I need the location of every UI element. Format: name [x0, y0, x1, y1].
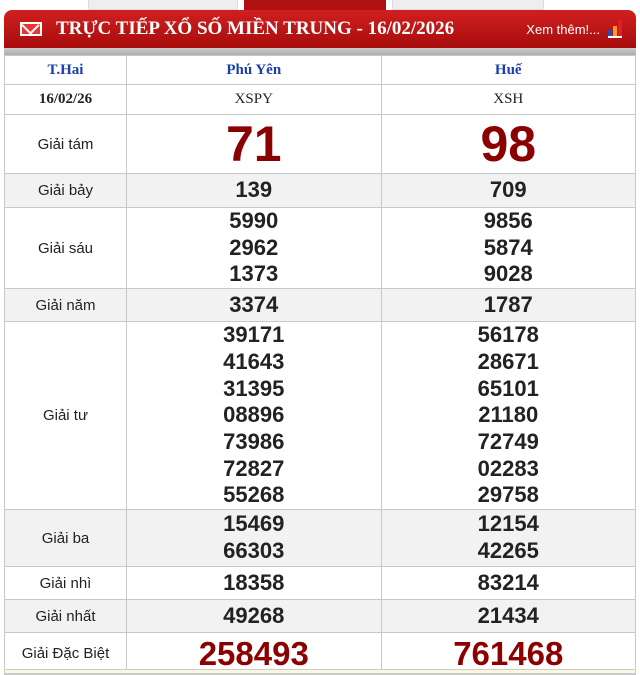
prize-label: Giải tư [4, 321, 127, 511]
prize-cell: 39171 41643 31395 08896 73986 72827 55268 [126, 321, 382, 511]
prize-cell: 18358 [126, 566, 382, 601]
prize-row: Giải Đặc Biệt 258493 761468 [4, 632, 636, 675]
prize-label: Giải tám [4, 114, 127, 174]
prize-number: 66303 [223, 538, 285, 564]
prize-row: Giải tám 71 98 [4, 114, 636, 174]
prize-number: 98 [480, 116, 537, 172]
header-strip [4, 48, 636, 56]
province-row: T.Hai Phú Yên Huế [4, 55, 636, 85]
prize-number: 02283 [477, 455, 539, 481]
prize-cell: 49268 [126, 599, 382, 634]
prize-cell: 709 [380, 173, 636, 208]
prize-row: Giải tư 39171 41643 31395 08896 73986 72827 552… [4, 321, 636, 511]
prize-number: 49268 [223, 602, 285, 628]
prize-row: Giải năm 3374 1787 [4, 288, 636, 323]
prize-number: 12154 [477, 511, 539, 537]
nav-tab[interactable] [392, 0, 544, 10]
prize-cell: 56178 28671 65101 21180 72749 02283 29758 [380, 321, 636, 511]
prize-number: 761468 [453, 634, 564, 672]
province-name[interactable]: Huế [380, 55, 636, 85]
mail-icon [20, 22, 42, 36]
prize-number: 709 [489, 177, 527, 203]
prize-number: 08896 [223, 402, 285, 428]
prize-label: Giải nhì [4, 566, 127, 601]
prize-number: 28671 [477, 348, 539, 374]
prize-label: Giải nhất [4, 599, 127, 634]
prize-cell: 83214 [380, 566, 636, 601]
prize-number: 73986 [223, 428, 285, 454]
prize-number: 2962 [229, 234, 279, 260]
results-header: TRỰC TIẾP XỔ SỐ MIỀN TRUNG - 16/02/2026 … [4, 10, 636, 48]
prize-number: 3374 [229, 291, 279, 317]
nav-tab[interactable] [88, 0, 238, 10]
prize-cell: 71 [126, 114, 382, 174]
prize-number: 1373 [229, 261, 279, 287]
prize-cell: 15469 66303 [126, 509, 382, 568]
prize-number: 41643 [223, 348, 285, 374]
prize-cell: 761468 [380, 632, 636, 675]
prize-number: 5874 [483, 234, 533, 260]
prize-number: 65101 [477, 375, 539, 401]
prize-number: 72749 [477, 428, 539, 454]
prize-number: 139 [235, 177, 273, 203]
prize-number: 21180 [478, 402, 539, 428]
prize-cell: 5990 2962 1373 [126, 206, 382, 290]
prize-cell: 3374 [126, 288, 382, 323]
prize-number: 71 [225, 116, 282, 172]
prize-cell: 1787 [380, 288, 636, 323]
prize-number: 83214 [477, 569, 539, 595]
prize-number: 18358 [223, 569, 285, 595]
prize-label: Giải bảy [4, 173, 127, 208]
prize-label: Giải Đặc Biệt [4, 632, 127, 675]
prize-row: Giải nhất 49268 21434 [4, 599, 636, 634]
prize-cell: 258493 [126, 632, 382, 675]
prize-number: 9028 [483, 261, 533, 287]
table-footer [4, 669, 636, 674]
results-table: T.Hai Phú Yên Huế 16/02/26 XSPY XSH Giải… [4, 55, 636, 675]
province-code: XSH [380, 84, 636, 115]
province-name[interactable]: Phú Yên [126, 55, 382, 85]
prize-number: 31395 [223, 375, 285, 401]
prize-cell: 139 [126, 173, 382, 208]
prize-number: 21434 [477, 602, 539, 628]
prize-number: 5990 [229, 208, 279, 233]
prize-number: 15469 [223, 511, 285, 537]
prize-label: Giải sáu [4, 206, 127, 290]
nav-tab-active[interactable] [244, 0, 386, 10]
province-code: XSPY [126, 84, 382, 115]
prize-cell: 9856 5874 9028 [380, 206, 636, 290]
prize-label: Giải năm [4, 288, 127, 323]
prize-row: Giải nhì 18358 83214 [4, 566, 636, 601]
prize-cell: 98 [380, 114, 636, 174]
prize-number: 1787 [483, 291, 533, 317]
date-label: 16/02/26 [4, 84, 127, 115]
prize-label: Giải ba [4, 509, 127, 568]
prize-number: 55268 [223, 482, 285, 508]
prize-number: 9856 [483, 208, 533, 233]
prize-number: 258493 [198, 634, 309, 672]
code-row: 16/02/26 XSPY XSH [4, 84, 636, 115]
bar-chart-icon[interactable] [608, 20, 622, 38]
prize-number: 56178 [477, 322, 539, 348]
header-title: TRỰC TIẾP XỔ SỐ MIỀN TRUNG - 16/02/2026 [56, 18, 455, 39]
prize-number: 39171 [223, 322, 285, 348]
day-label: T.Hai [4, 55, 127, 85]
prize-row: Giải bảy 139 709 [4, 173, 636, 208]
prize-number: 72827 [223, 455, 285, 481]
prize-number: 42265 [477, 538, 539, 564]
see-more-link[interactable]: Xem thêm!... [526, 21, 600, 37]
prize-cell: 21434 [380, 599, 636, 634]
prize-row: Giải sáu 5990 2962 1373 9856 5874 9028 [4, 206, 636, 290]
prize-cell: 12154 42265 [380, 509, 636, 568]
prize-number: 29758 [477, 482, 539, 508]
prize-row: Giải ba 15469 66303 12154 42265 [4, 509, 636, 568]
